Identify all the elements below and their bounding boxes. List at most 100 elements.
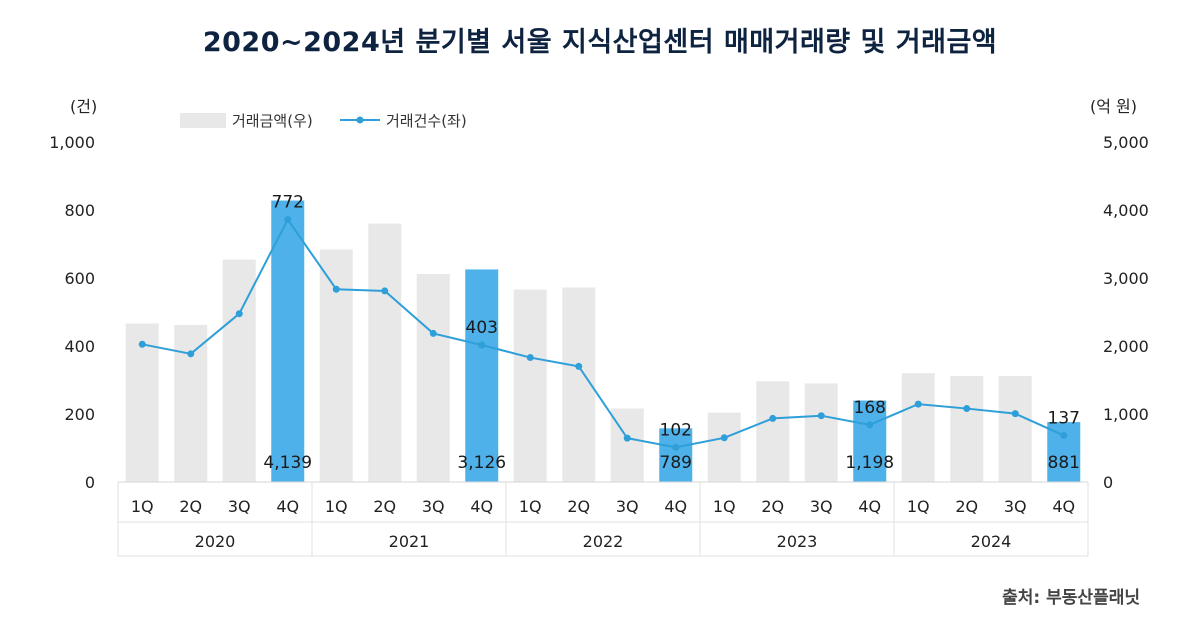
year-label: 2020 xyxy=(195,532,236,551)
right-tick-label: 1,000 xyxy=(1103,405,1149,424)
left-tick-label: 800 xyxy=(64,201,95,220)
quarter-label: 3Q xyxy=(422,497,445,516)
quarter-label: 1Q xyxy=(131,497,154,516)
bar xyxy=(174,324,208,482)
line-point xyxy=(1011,410,1019,418)
line-point xyxy=(429,329,437,337)
quarter-label: 2Q xyxy=(761,497,784,516)
source-note: 출처: 부동산플래닛 xyxy=(1002,588,1140,608)
quarter-label: 4Q xyxy=(664,497,687,516)
right-tick-label: 2,000 xyxy=(1103,337,1149,356)
line-point xyxy=(769,414,777,422)
bar xyxy=(319,249,353,482)
left-tick-label: 200 xyxy=(64,405,95,424)
quarter-label: 1Q xyxy=(325,497,348,516)
left-tick-label: 0 xyxy=(85,473,95,492)
bar xyxy=(271,200,305,482)
bar-data-label: 881 xyxy=(1048,453,1080,473)
line-point xyxy=(526,354,534,362)
bar xyxy=(707,412,741,482)
left-tick-label: 1,000 xyxy=(49,133,95,152)
quarter-label: 4Q xyxy=(470,497,493,516)
bar xyxy=(465,269,499,482)
bar-series xyxy=(125,200,1081,482)
right-tick-label: 5,000 xyxy=(1103,133,1149,152)
left-axis-unit: (건) xyxy=(70,97,97,116)
bar xyxy=(756,381,790,482)
line-point xyxy=(138,340,146,348)
line-point xyxy=(1060,431,1068,439)
line-point xyxy=(720,434,728,442)
quarter-label: 2Q xyxy=(567,497,590,516)
line-point xyxy=(235,310,243,318)
bar xyxy=(998,375,1032,482)
right-axis: 0 1,000 2,000 3,000 4,000 5,000 xyxy=(1103,133,1149,492)
line-point xyxy=(381,287,389,295)
quarter-label: 2Q xyxy=(955,497,978,516)
bar xyxy=(562,287,596,482)
line-point xyxy=(817,412,825,420)
year-label: 2024 xyxy=(971,532,1012,551)
line-point xyxy=(332,285,340,293)
bar-data-label: 1,198 xyxy=(845,453,894,473)
bar xyxy=(659,428,693,482)
line-point xyxy=(672,443,680,451)
line-series xyxy=(138,216,1068,451)
right-tick-label: 4,000 xyxy=(1103,201,1149,220)
bar xyxy=(368,223,402,482)
quarter-label: 3Q xyxy=(228,497,251,516)
bar xyxy=(853,400,887,482)
quarter-label: 4Q xyxy=(276,497,299,516)
year-label: 2021 xyxy=(389,532,430,551)
chart-title: 2020~2024년 분기별 서울 지식산업센터 매매거래량 및 거래금액 xyxy=(202,27,998,58)
left-tick-label: 600 xyxy=(64,269,95,288)
legend-bar-label: 거래금액(우) xyxy=(232,112,313,130)
x-axis: 1Q 2Q 3Q 4Q 1Q 2Q 3Q 4Q 1Q 2Q 3Q 4Q 1Q 2Q 3Q 4Q 1Q 2Q 3Q 4Q… xyxy=(117,481,1089,557)
bar xyxy=(513,289,547,482)
year-label: 2023 xyxy=(777,532,818,551)
legend-bar-swatch xyxy=(180,113,226,128)
quarter-label: 1Q xyxy=(713,497,736,516)
bar xyxy=(901,373,935,482)
year-label: 2022 xyxy=(583,532,624,551)
line-data-label: 403 xyxy=(466,318,498,338)
line-point xyxy=(575,362,583,370)
quarter-label: 3Q xyxy=(810,497,833,516)
bar xyxy=(125,323,159,482)
line-data-label: 102 xyxy=(660,420,692,440)
line-point xyxy=(866,421,874,429)
line-data-label: 137 xyxy=(1048,408,1080,428)
quarter-label: 3Q xyxy=(616,497,639,516)
right-tick-label: 0 xyxy=(1103,473,1113,492)
quarter-label: 1Q xyxy=(519,497,542,516)
right-tick-label: 3,000 xyxy=(1103,269,1149,288)
left-tick-label: 400 xyxy=(64,337,95,356)
legend-line-marker xyxy=(356,116,364,124)
quarter-label: 4Q xyxy=(1052,497,1075,516)
line-point xyxy=(187,350,195,358)
quarter-label: 3Q xyxy=(1004,497,1027,516)
line-point xyxy=(623,434,631,442)
legend: 거래금액(우) 거래건수(좌) xyxy=(180,112,467,130)
bar-data-label: 3,126 xyxy=(457,453,506,473)
bar xyxy=(804,383,838,482)
quarter-label: 2Q xyxy=(179,497,202,516)
right-axis-unit: (억 원) xyxy=(1090,97,1137,116)
line-data-label: 772 xyxy=(272,193,304,213)
line-point xyxy=(914,400,922,408)
left-axis: 0 200 400 600 800 1,000 xyxy=(49,133,95,492)
line-point xyxy=(478,341,486,349)
bar xyxy=(222,259,256,482)
bar-data-label: 789 xyxy=(660,453,692,473)
line-point xyxy=(963,405,971,413)
line-data-label: 168 xyxy=(854,398,886,418)
bar-data-label: 4,139 xyxy=(263,453,312,473)
bar xyxy=(950,375,984,482)
bar-data-labels: 4,139 3,126 789 1,198 881 xyxy=(263,453,1080,473)
quarter-label: 4Q xyxy=(858,497,881,516)
line-point xyxy=(284,216,292,224)
line-path xyxy=(142,217,1065,449)
bar xyxy=(416,273,450,482)
legend-line-label: 거래건수(좌) xyxy=(386,112,467,130)
